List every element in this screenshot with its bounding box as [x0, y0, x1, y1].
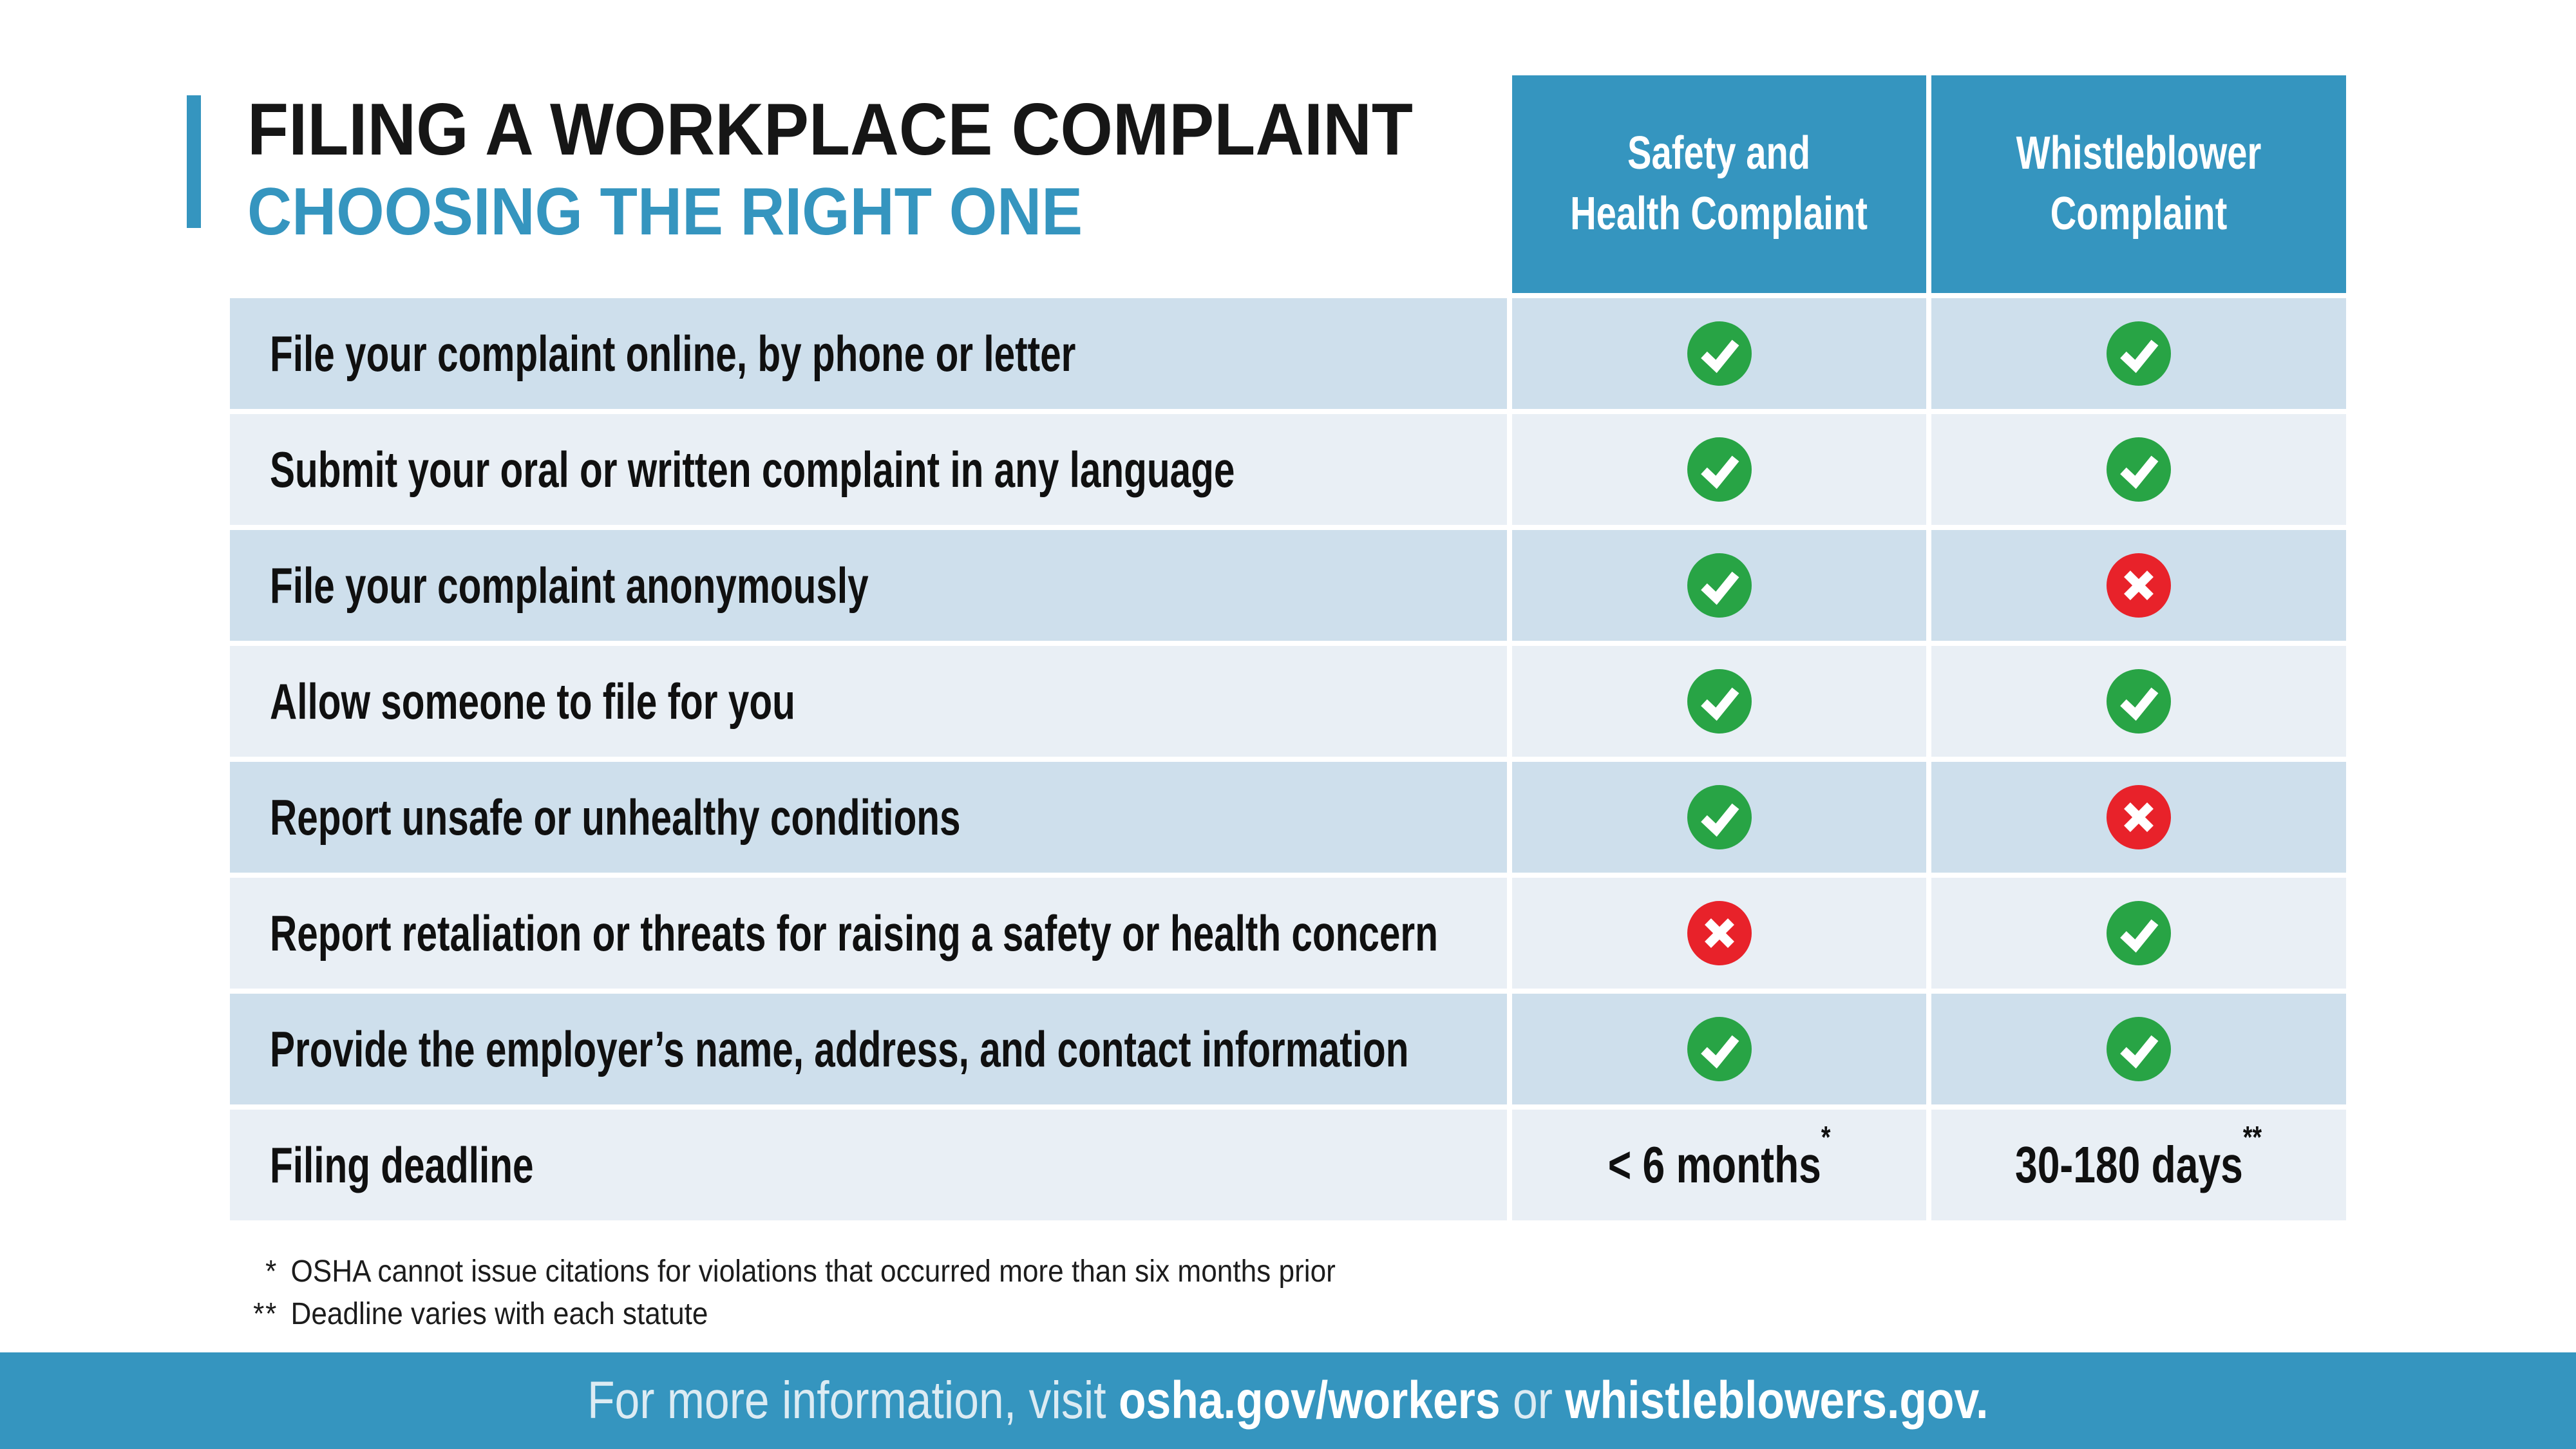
footer-text: For more information, visit osha.gov/wor…	[587, 1370, 1988, 1431]
whistleblower-cell	[1931, 530, 2346, 641]
footnotes: * OSHA cannot issue citations for violati…	[213, 1251, 1336, 1336]
deadline-value: < 6 months*	[1607, 1120, 1831, 1193]
footnote-marker-sup: *	[1821, 1120, 1831, 1155]
safety-cell: < 6 months*	[1512, 1110, 1926, 1220]
check-icon	[2107, 669, 2171, 734]
whistleblower-cell	[1931, 762, 2346, 873]
footer-link-whistleblowers: whistleblowers.gov.	[1565, 1371, 1989, 1430]
whistleblower-cell	[1931, 414, 2346, 525]
x-icon	[1687, 901, 1752, 965]
row-label: Provide the employer’s name, address, an…	[230, 994, 1507, 1104]
whistleblower-cell	[1931, 994, 2346, 1104]
footnote-marker-sup: **	[2243, 1120, 2262, 1155]
safety-cell	[1512, 762, 1926, 873]
column-header-line: Safety and	[1627, 128, 1811, 180]
check-icon	[1687, 1017, 1752, 1081]
safety-cell	[1512, 994, 1926, 1104]
column-header-line: Health Complaint	[1570, 188, 1868, 240]
footnote-line: ** Deadline varies with each statute	[213, 1293, 1336, 1336]
row-label: Submit your oral or written complaint in…	[230, 414, 1507, 525]
check-icon	[2107, 437, 2171, 502]
check-icon	[1687, 321, 1752, 386]
row-label-text: File your complaint online, by phone or …	[270, 325, 1076, 382]
whistleblower-cell	[1931, 298, 2346, 409]
safety-cell	[1512, 878, 1926, 989]
column-header-line: Whistleblower	[2016, 128, 2262, 180]
check-icon	[1687, 669, 1752, 734]
column-header-safety: Safety and Health Complaint	[1512, 75, 1926, 293]
check-icon	[2107, 901, 2171, 965]
title-block: FILING A WORKPLACE COMPLAINT CHOOSING TH…	[187, 89, 1514, 250]
page-subtitle: CHOOSING THE RIGHT ONE	[247, 175, 1083, 250]
deadline-value: 30-180 days**	[2015, 1120, 2262, 1193]
check-icon	[2107, 321, 2171, 386]
comparison-table: Safety and Health Complaint Whistleblowe…	[230, 75, 2346, 1220]
footnote-text: Deadline varies with each statute	[290, 1297, 708, 1331]
row-label: Allow someone to file for you	[230, 646, 1507, 757]
footnote-marker: *	[265, 1255, 278, 1289]
footnote-marker: **	[253, 1297, 278, 1331]
row-label-text: File your complaint anonymously	[270, 556, 869, 614]
footer-prefix: For more information, visit	[587, 1371, 1119, 1430]
row-label-text: Provide the employer’s name, address, an…	[270, 1020, 1409, 1077]
header-spacer-cell	[230, 75, 1507, 293]
footer-link-osha: osha.gov/workers	[1119, 1371, 1501, 1430]
accent-bar	[187, 95, 201, 228]
footer-middle: or	[1500, 1371, 1566, 1430]
row-label: Report retaliation or threats for raisin…	[230, 878, 1507, 989]
check-icon	[1687, 553, 1752, 618]
footnote-text: OSHA cannot issue citations for violatio…	[290, 1255, 1336, 1289]
row-label-text: Submit your oral or written complaint in…	[270, 440, 1235, 498]
page-title: FILING A WORKPLACE COMPLAINT	[247, 89, 1413, 171]
footnote-line: * OSHA cannot issue citations for violati…	[213, 1251, 1336, 1293]
safety-cell	[1512, 646, 1926, 757]
row-label-text: Filing deadline	[270, 1136, 534, 1193]
safety-cell	[1512, 530, 1926, 641]
x-icon	[2107, 553, 2171, 618]
whistleblower-cell	[1931, 646, 2346, 757]
titles: FILING A WORKPLACE COMPLAINT CHOOSING TH…	[247, 89, 1514, 250]
check-icon	[1687, 785, 1752, 849]
safety-cell	[1512, 298, 1926, 409]
check-icon	[1687, 437, 1752, 502]
row-label: Filing deadline	[230, 1110, 1507, 1220]
footer-bar: For more information, visit osha.gov/wor…	[0, 1352, 2576, 1449]
safety-cell	[1512, 414, 1926, 525]
whistleblower-cell: 30-180 days**	[1931, 1110, 2346, 1220]
x-icon	[2107, 785, 2171, 849]
column-header-whistleblower: Whistleblower Complaint	[1931, 75, 2346, 293]
row-label: File your complaint online, by phone or …	[230, 298, 1507, 409]
row-label: Report unsafe or unhealthy conditions	[230, 762, 1507, 873]
check-icon	[2107, 1017, 2171, 1081]
row-label-text: Report unsafe or unhealthy conditions	[270, 788, 961, 846]
row-label-text: Report retaliation or threats for raisin…	[270, 904, 1438, 961]
row-label-text: Allow someone to file for you	[270, 672, 795, 730]
whistleblower-cell	[1931, 878, 2346, 989]
row-label: File your complaint anonymously	[230, 530, 1507, 641]
column-header-line: Complaint	[2050, 188, 2228, 240]
